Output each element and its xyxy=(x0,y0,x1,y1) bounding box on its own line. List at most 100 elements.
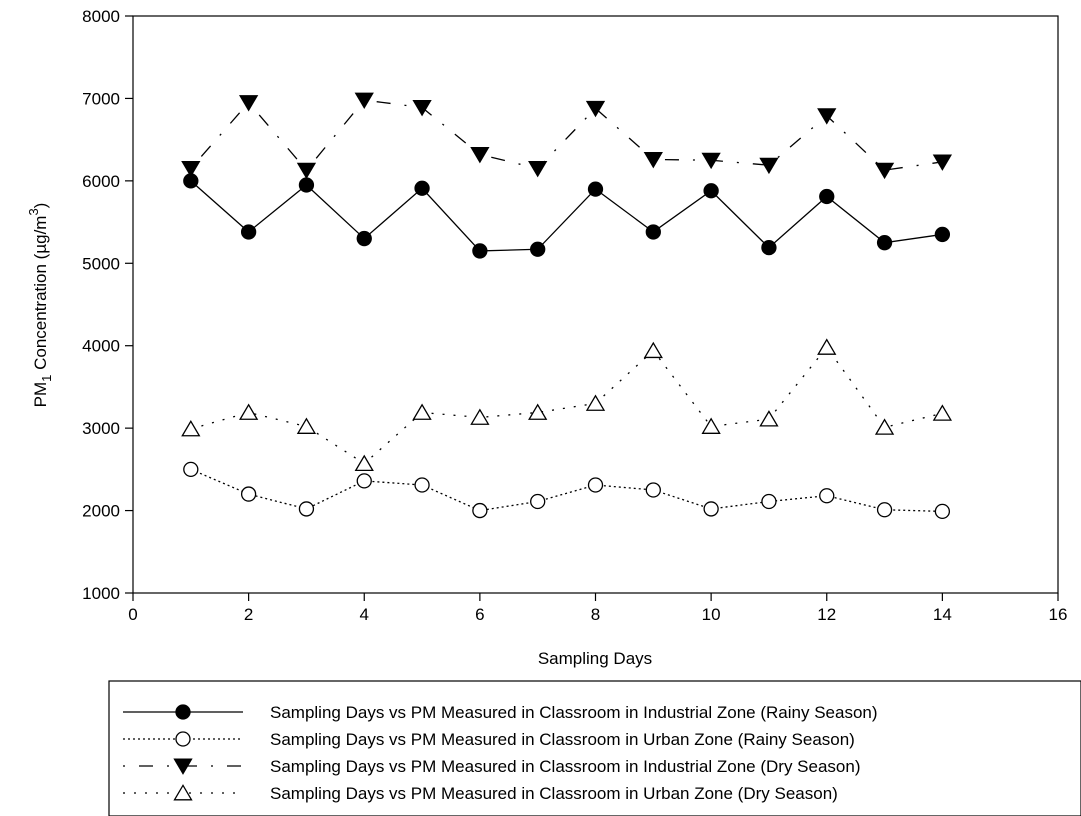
legend: Sampling Days vs PM Measured in Classroo… xyxy=(108,680,1081,816)
series-1 xyxy=(183,173,951,259)
x-axis: 0 2 4 6 8 10 12 14 16 xyxy=(128,593,1067,624)
x-tick-label: 6 xyxy=(475,605,484,624)
series-3 xyxy=(181,92,953,180)
legend-entries: Sampling Days vs PM Measured in Classroo… xyxy=(123,703,878,803)
y-tick-label: 3000 xyxy=(82,419,120,438)
data-point xyxy=(181,420,201,437)
data-point xyxy=(296,417,317,434)
legend-label: Sampling Days vs PM Measured in Classroo… xyxy=(270,730,855,749)
data-point xyxy=(876,502,893,518)
data-point xyxy=(354,454,374,472)
data-point xyxy=(703,501,719,517)
x-tick-label: 14 xyxy=(933,605,952,624)
x-tick-label: 12 xyxy=(817,605,836,624)
y-tick-label: 8000 xyxy=(82,7,120,26)
data-point xyxy=(876,235,893,251)
data-point xyxy=(530,241,546,257)
x-tick-label: 16 xyxy=(1049,605,1068,624)
data-point xyxy=(296,162,317,180)
y-tick-label: 4000 xyxy=(82,337,120,356)
y-axis-title: PM1 Concentration (µg/m3) xyxy=(26,203,54,408)
data-point xyxy=(470,147,490,164)
data-point xyxy=(356,230,372,247)
legend-marker xyxy=(173,784,193,801)
data-point xyxy=(819,188,835,205)
data-point xyxy=(472,502,488,519)
data-point xyxy=(412,100,432,117)
data-point xyxy=(701,417,721,434)
y-tick-label: 7000 xyxy=(82,89,120,108)
data-point xyxy=(585,394,606,411)
legend-label: Sampling Days vs PM Measured in Classroo… xyxy=(270,757,861,776)
data-point xyxy=(240,486,257,502)
legend-box xyxy=(108,680,1081,816)
data-point xyxy=(759,157,779,175)
data-point xyxy=(645,224,661,240)
legend-marker xyxy=(175,704,191,720)
y-tick-label: 2000 xyxy=(82,502,120,521)
data-point xyxy=(240,224,257,240)
series-layer xyxy=(181,92,953,520)
data-point xyxy=(759,410,779,427)
data-point xyxy=(472,243,488,259)
data-point xyxy=(701,152,721,170)
legend-entry: Sampling Days vs PM Measured in Classroo… xyxy=(123,757,861,776)
legend-marker xyxy=(175,731,191,747)
data-point xyxy=(183,461,199,478)
data-point xyxy=(412,403,432,420)
y-axis-title-prefix: PM xyxy=(31,382,50,408)
y-tick-label: 5000 xyxy=(82,254,120,273)
series-line xyxy=(190,468,943,513)
x-tick-label: 8 xyxy=(591,605,600,624)
data-point xyxy=(354,92,374,110)
data-point xyxy=(298,177,315,193)
data-point xyxy=(528,161,548,178)
data-point xyxy=(414,477,430,493)
data-point xyxy=(643,151,663,169)
data-point xyxy=(470,408,490,425)
data-point xyxy=(934,226,951,243)
data-point xyxy=(817,108,837,125)
data-point xyxy=(874,418,895,435)
y-axis-title-suffix: ) xyxy=(31,203,50,209)
data-point xyxy=(414,180,430,196)
data-point xyxy=(819,488,835,504)
data-point xyxy=(932,404,953,421)
series-4 xyxy=(181,338,953,472)
y-tick-label: 6000 xyxy=(82,172,120,191)
data-point xyxy=(356,473,372,489)
data-point xyxy=(645,482,661,498)
y-axis-title-main: Concentration (µg/m xyxy=(31,216,50,375)
data-point xyxy=(528,403,548,420)
legend-label: Sampling Days vs PM Measured in Classroo… xyxy=(270,703,878,722)
data-point xyxy=(703,183,719,199)
y-axis-title-subscript: 1 xyxy=(39,375,54,382)
legend-entry: Sampling Days vs PM Measured in Classroo… xyxy=(123,784,838,803)
legend-entry: Sampling Days vs PM Measured in Classroo… xyxy=(123,703,878,722)
y-tick-label: 1000 xyxy=(82,584,120,603)
data-point xyxy=(585,100,606,118)
data-point xyxy=(298,501,315,517)
x-tick-label: 10 xyxy=(702,605,721,624)
data-point xyxy=(587,181,604,197)
data-point xyxy=(238,403,259,420)
x-axis-title: Sampling Days xyxy=(538,649,652,668)
data-point xyxy=(934,503,951,520)
x-tick-label: 2 xyxy=(244,605,253,624)
data-point xyxy=(643,341,663,359)
y-axis-title-superscript: 3 xyxy=(26,208,41,215)
legend-entry: Sampling Days vs PM Measured in Classroo… xyxy=(123,730,855,749)
series-line xyxy=(190,346,943,465)
series-2 xyxy=(183,461,951,520)
data-point xyxy=(761,239,777,256)
legend-label: Sampling Days vs PM Measured in Classroo… xyxy=(270,784,838,803)
data-point xyxy=(932,154,953,171)
data-point xyxy=(181,161,201,178)
data-point xyxy=(530,493,546,510)
data-point xyxy=(761,493,777,510)
data-point xyxy=(874,162,895,180)
x-tick-label: 4 xyxy=(360,605,369,624)
legend-marker xyxy=(173,758,193,775)
x-tick-label: 0 xyxy=(128,605,137,624)
